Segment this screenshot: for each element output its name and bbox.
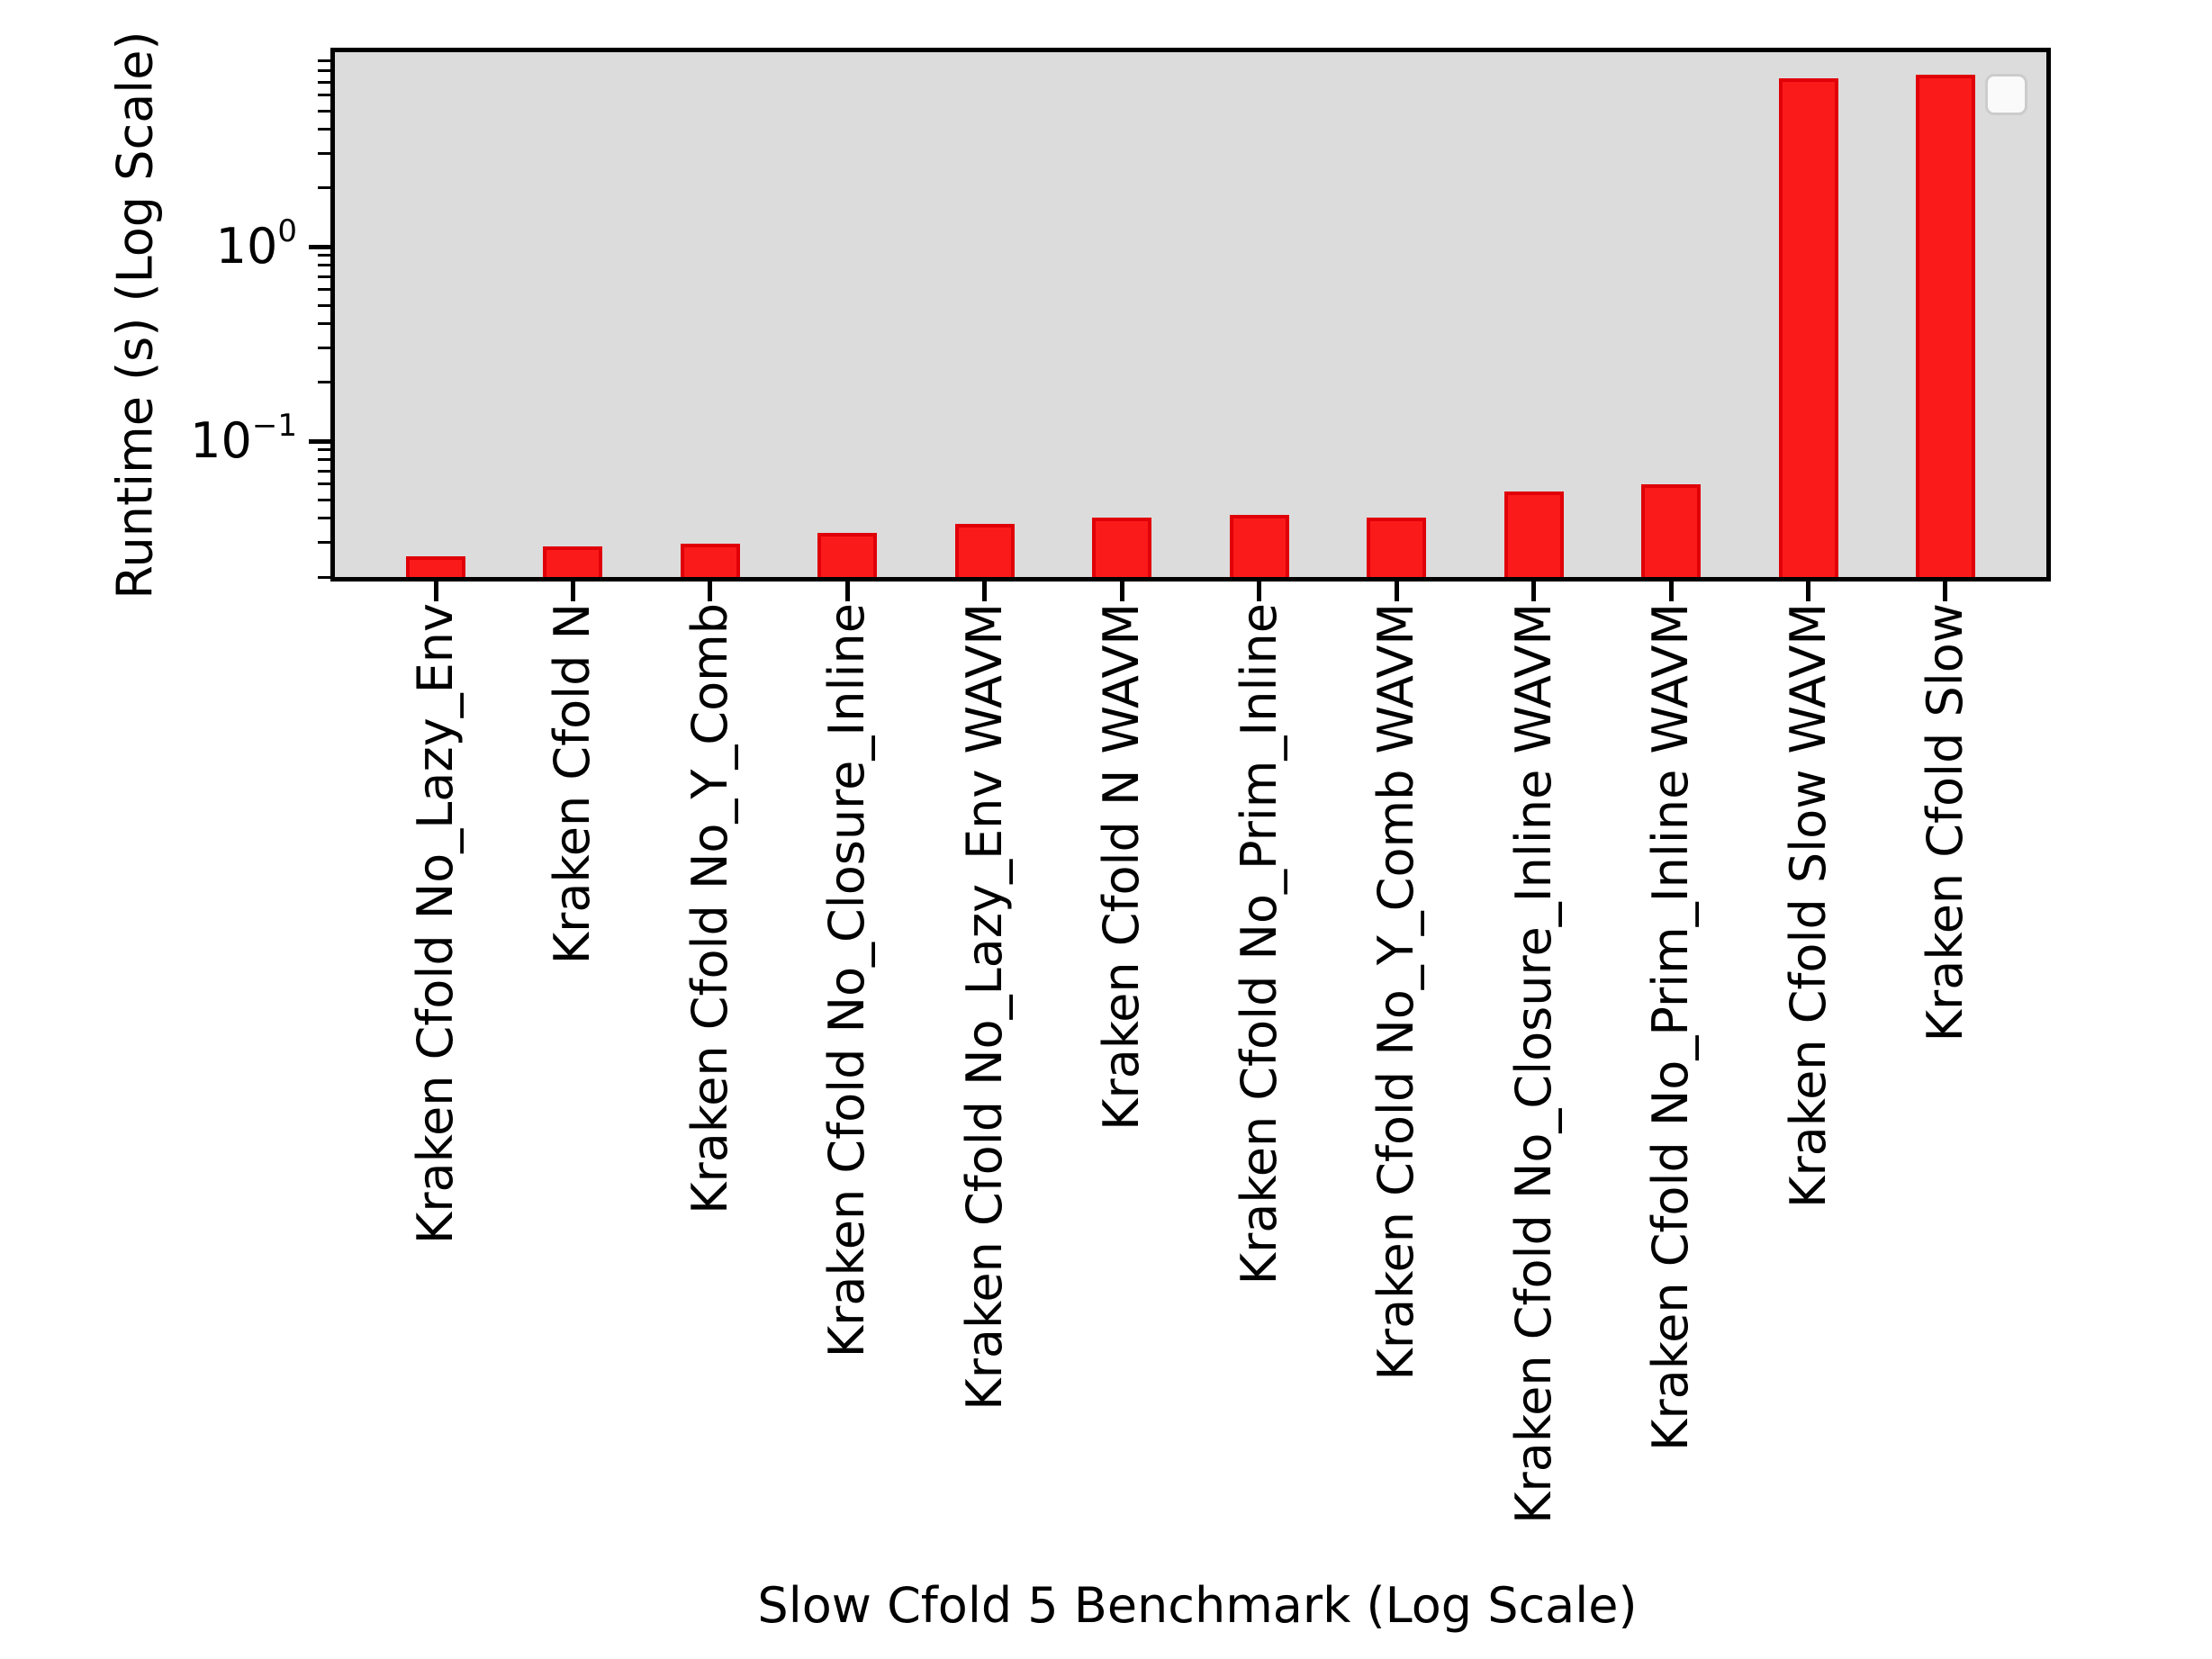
y-minor-tick: [318, 109, 330, 113]
y-minor-tick: [318, 469, 330, 473]
y-minor-tick: [318, 541, 330, 545]
y-minor-tick: [318, 80, 330, 84]
y-minor-tick: [318, 498, 330, 501]
bar: [1503, 491, 1564, 577]
x-tick: [1943, 582, 1948, 601]
bar: [1229, 515, 1289, 577]
bar: [406, 556, 465, 577]
y-minor-tick: [318, 322, 330, 326]
x-tick-label: Kraken Cfold No_Closure_Inline WAVM: [1504, 603, 1562, 1524]
x-tick-label: Kraken Cfold No_Prim_Inline: [1230, 603, 1287, 1285]
y-minor-tick: [318, 275, 330, 278]
y-minor-tick: [318, 94, 330, 97]
x-tick: [1119, 582, 1124, 601]
x-tick: [844, 582, 850, 601]
x-tick-label: Kraken Cfold No_Prim_Inline WAVM: [1642, 603, 1700, 1451]
y-minor-tick: [318, 448, 330, 452]
y-tick-label: 10−1: [81, 408, 297, 471]
x-tick: [708, 582, 713, 601]
y-minor-tick: [318, 128, 330, 131]
y-tick-exponent: 0: [277, 213, 297, 249]
x-axis-label: Slow Cfold 5 Benchmark (Log Scale): [757, 1577, 1638, 1634]
x-tick-label: Kraken Cfold Slow: [1916, 603, 1973, 1042]
y-major-tick: [309, 438, 330, 444]
y-tick-base: 10: [190, 412, 252, 470]
x-tick-label: Kraken Cfold Slow WAVM: [1779, 603, 1837, 1208]
x-tick: [433, 582, 438, 601]
y-tick-base: 10: [215, 218, 278, 275]
y-major-tick: [309, 244, 330, 249]
bar: [543, 546, 603, 577]
x-tick: [1668, 582, 1674, 601]
y-tick-exponent: −1: [251, 408, 297, 445]
x-tick: [1257, 582, 1262, 601]
y-minor-tick: [318, 458, 330, 462]
y-minor-tick: [318, 517, 330, 520]
x-tick: [570, 582, 575, 601]
x-tick-label: Kraken Cfold N WAVM: [1093, 603, 1151, 1131]
plot-area: [330, 48, 2051, 582]
x-tick-label: Kraken Cfold No_Y_Comb WAVM: [1368, 603, 1425, 1381]
y-minor-tick: [318, 482, 330, 486]
y-minor-tick: [318, 347, 330, 350]
y-minor-tick: [318, 264, 330, 267]
y-minor-tick: [318, 59, 330, 63]
x-tick: [1806, 582, 1810, 601]
y-tick-label: 100: [81, 216, 297, 276]
bar: [680, 543, 740, 577]
x-tick-label: Kraken Cfold No_Closure_Inline: [818, 603, 876, 1358]
y-minor-tick: [318, 381, 330, 384]
y-minor-tick: [318, 152, 330, 156]
y-minor-tick: [318, 69, 330, 73]
x-tick: [1394, 582, 1399, 601]
x-tick-label: Kraken Cfold N: [544, 603, 601, 965]
bar: [1092, 517, 1152, 577]
x-tick-label: Kraken Cfold No_Y_Comb: [681, 603, 738, 1214]
bar: [1915, 74, 1975, 577]
x-tick: [1531, 582, 1537, 601]
y-minor-tick: [318, 288, 330, 292]
bar: [817, 533, 878, 577]
x-tick: [982, 582, 988, 601]
y-minor-tick: [318, 254, 330, 257]
y-minor-tick: [318, 575, 330, 579]
bar: [954, 524, 1015, 577]
legend-box: [1985, 74, 2027, 115]
x-tick-label: Kraken Cfold No_Lazy_Env: [407, 603, 464, 1245]
bar: [1778, 78, 1838, 577]
bar: [1641, 483, 1702, 577]
x-tick-label: Kraken Cfold No_Lazy_Env WAVM: [955, 603, 1013, 1411]
y-minor-tick: [318, 303, 330, 307]
y-minor-tick: [318, 186, 330, 190]
bar: [1367, 517, 1427, 577]
y-axis-label: Runtime (s) (Log Scale): [106, 31, 164, 600]
